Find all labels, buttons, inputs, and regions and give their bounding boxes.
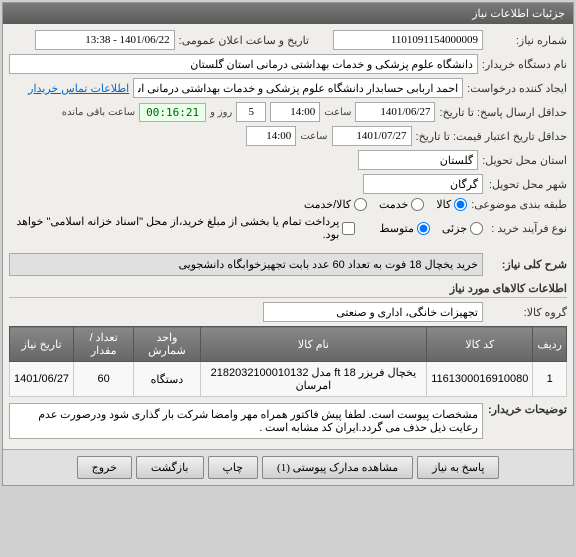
requester-label: ایجاد کننده درخواست: [467,82,567,95]
radio-goods-service-input[interactable] [354,198,367,211]
table-row[interactable]: 1 1161300016910080 یخچال فریزر ft 18 مدل… [10,362,567,397]
back-button[interactable]: بازگشت [136,456,204,479]
cell-row: 1 [533,362,567,397]
cell-unit: دستگاه [134,362,200,397]
buyer-org-field[interactable] [9,54,478,74]
buyer-notes-text[interactable] [9,403,483,439]
th-date: تاریخ نیاز [10,327,74,362]
time-label-2: ساعت [300,131,327,142]
category-radio-group: کالا خدمت کالا/خدمت [304,198,467,211]
province-field[interactable] [358,150,478,170]
contact-link[interactable]: اطلاعات تماس خریدار [28,82,129,95]
radio-small[interactable]: جزئی [442,222,483,235]
panel-body: شماره نیاز: تاریخ و ساعت اعلان عمومی: نا… [3,24,573,449]
buyer-org-label: نام دستگاه خریدار: [482,58,567,71]
panel-title: جزئیات اطلاعات نیاز [3,3,573,24]
category-label: طبقه بندی موضوعی: [471,198,567,211]
table-header-row: ردیف کد کالا نام کالا واحد شمارش تعداد /… [10,327,567,362]
city-field[interactable] [363,174,483,194]
announce-field[interactable] [35,30,175,50]
need-number-label: شماره نیاز: [487,34,567,47]
validity-label: حداقل تاریخ اعتبار قیمت: تا تاریخ: [416,130,567,143]
validity-time-field[interactable] [246,126,296,146]
province-label: استان محل تحویل: [482,154,567,167]
description-text: خرید یخچال 18 فوت به تعداد 60 عدد بابت ت… [9,253,483,276]
respond-button[interactable]: پاسخ به نیاز [417,456,499,479]
cell-date: 1401/06/27 [10,362,74,397]
exit-button[interactable]: خروج [77,456,132,479]
announce-label: تاریخ و ساعت اعلان عمومی: [179,34,309,47]
description-label: شرح کلی نیاز: [487,258,567,271]
radio-goods-service[interactable]: کالا/خدمت [304,198,367,211]
goods-table: ردیف کد کالا نام کالا واحد شمارش تعداد /… [9,326,567,397]
radio-medium-input[interactable] [417,222,430,235]
countdown-timer: 00:16:21 [139,103,206,122]
city-label: شهر محل تحویل: [487,178,567,191]
payment-checkbox[interactable] [342,222,355,235]
days-label: روز و [210,107,232,118]
th-unit: واحد شمارش [134,327,200,362]
radio-service-input[interactable] [411,198,424,211]
payment-note-text: پرداخت تمام یا بخشی از مبلغ خرید،از محل … [9,215,339,241]
requester-field[interactable] [133,78,463,98]
remaining-label: ساعت باقی مانده [62,107,135,118]
attachments-button[interactable]: مشاهده مدارک پیوستی (1) [262,456,413,479]
deadline-time-field[interactable] [270,102,320,122]
cell-qty: 60 [74,362,134,397]
radio-medium[interactable]: متوسط [379,222,430,235]
buyer-notes-label: توضیحات خریدار: [487,403,567,416]
goods-section-title: اطلاعات کالاهای مورد نیاز [9,282,567,298]
cell-code: 1161300016910080 [427,362,533,397]
th-name: نام کالا [200,327,427,362]
button-bar: پاسخ به نیاز مشاهده مدارک پیوستی (1) چاپ… [3,449,573,485]
deadline-label: حداقل ارسال پاسخ: تا تاریخ: [439,106,567,119]
radio-goods[interactable]: کالا [436,198,467,211]
radio-service[interactable]: خدمت [379,198,424,211]
time-label-1: ساعت [324,107,351,118]
cell-name: یخچال فریزر ft 18 مدل 2182032100010132 ا… [200,362,427,397]
purchase-type-label: نوع فرآیند خرید : [487,222,567,235]
th-row: ردیف [533,327,567,362]
print-button[interactable]: چاپ [208,456,259,479]
main-panel: جزئیات اطلاعات نیاز شماره نیاز: تاریخ و … [2,2,574,486]
radio-small-input[interactable] [470,222,483,235]
purchase-type-radio-group: جزئی متوسط [379,222,483,235]
goods-group-label: گروه کالا: [487,306,567,319]
goods-group-field[interactable] [263,302,483,322]
radio-goods-input[interactable] [454,198,467,211]
validity-date-field[interactable] [332,126,412,146]
payment-note-check[interactable]: پرداخت تمام یا بخشی از مبلغ خرید،از محل … [9,215,355,241]
deadline-date-field[interactable] [355,102,435,122]
th-qty: تعداد / مقدار [74,327,134,362]
need-number-field[interactable] [333,30,483,50]
th-code: کد کالا [427,327,533,362]
days-field[interactable] [236,102,266,122]
